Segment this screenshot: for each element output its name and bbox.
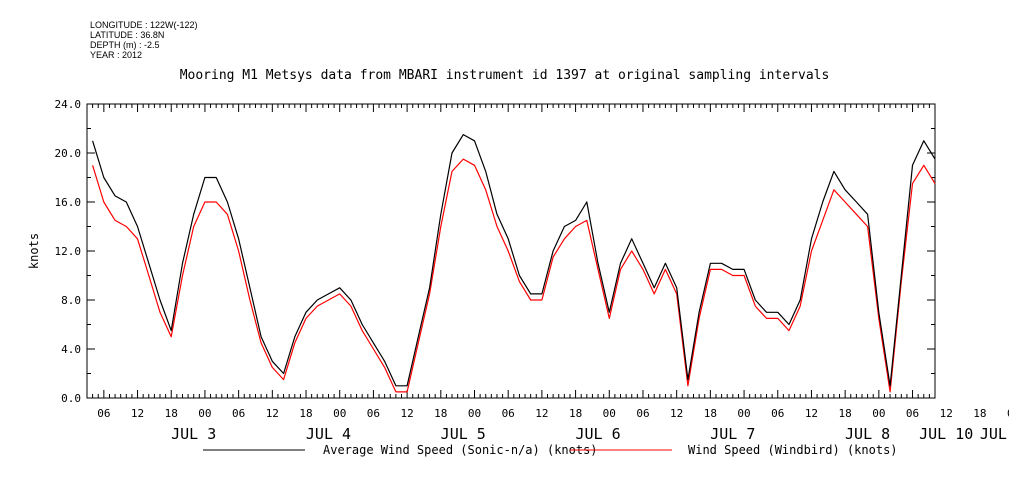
x-hour-label: 00 (198, 407, 211, 420)
x-hour-label: 18 (839, 407, 852, 420)
x-day-label: JUL 8 (845, 425, 890, 443)
x-hour-label: 00 (468, 407, 481, 420)
x-hour-label: 06 (906, 407, 919, 420)
x-hour-label: 18 (434, 407, 447, 420)
y-tick-label: 8.0 (61, 294, 81, 307)
y-tick-label: 4.0 (61, 343, 81, 356)
metadata-block: LONGITUDE : 122W(-122) LATITUDE : 36.8N … (90, 20, 198, 60)
x-day-label: JUL 4 (306, 425, 351, 443)
chart-title: Mooring M1 Metsys data from MBARI instru… (179, 68, 830, 83)
y-tick-label: 16.0 (55, 196, 82, 209)
legend-label-average-wind: Average Wind Speed (Sonic-n/a) (knots) (323, 443, 598, 457)
x-day-label: JUL 6 (575, 425, 620, 443)
longitude-text: LONGITUDE : 122W(-122) (90, 20, 198, 30)
series-line-average-wind (92, 134, 936, 387)
plot-frame (86, 103, 936, 399)
depth-text: DEPTH (m) : -2.5 (90, 40, 160, 50)
x-hour-label: 00 (603, 407, 616, 420)
x-day-label: JUL 10 (919, 425, 973, 443)
x-hour-label: 18 (299, 407, 312, 420)
x-hour-label: 00 (737, 407, 750, 420)
x-hour-label: 12 (940, 407, 953, 420)
x-hour-label: 00 (333, 407, 346, 420)
x-hour-label: 06 (367, 407, 380, 420)
x-hour-label: 00 (1007, 407, 1009, 420)
series-line-windbird (92, 158, 936, 393)
year-text: YEAR : 2012 (90, 50, 143, 60)
y-tick-label: 20.0 (55, 147, 82, 160)
x-hour-label: 18 (704, 407, 717, 420)
y-axis-label: knots (27, 233, 41, 269)
x-day-label: JUL 7 (710, 425, 755, 443)
x-hour-label: 12 (266, 407, 279, 420)
legend-label-windbird: Wind Speed (Windbird) (knots) (688, 443, 898, 457)
x-hour-label: 12 (670, 407, 683, 420)
x-hour-label: 18 (569, 407, 582, 420)
x-hour-label: 00 (872, 407, 885, 420)
x-hour-label: 12 (400, 407, 413, 420)
x-day-label: JUL 9 (980, 425, 1009, 443)
x-hour-label: 18 (973, 407, 986, 420)
x-hour-label: 12 (131, 407, 144, 420)
x-hour-label: 12 (535, 407, 548, 420)
x-day-label: JUL 5 (441, 425, 486, 443)
x-hour-label: 06 (97, 407, 110, 420)
y-tick-label: 0.0 (61, 392, 81, 405)
x-hour-label: 06 (502, 407, 515, 420)
y-tick-label: 24.0 (55, 98, 82, 111)
x-hour-label: 06 (232, 407, 245, 420)
x-hour-label: 18 (165, 407, 178, 420)
x-hour-label: 06 (636, 407, 649, 420)
x-hour-label: 06 (771, 407, 784, 420)
y-tick-label: 12.0 (55, 245, 82, 258)
latitude-text: LATITUDE : 36.8N (90, 30, 165, 40)
x-day-label: JUL 3 (171, 425, 216, 443)
x-hour-label: 12 (805, 407, 818, 420)
